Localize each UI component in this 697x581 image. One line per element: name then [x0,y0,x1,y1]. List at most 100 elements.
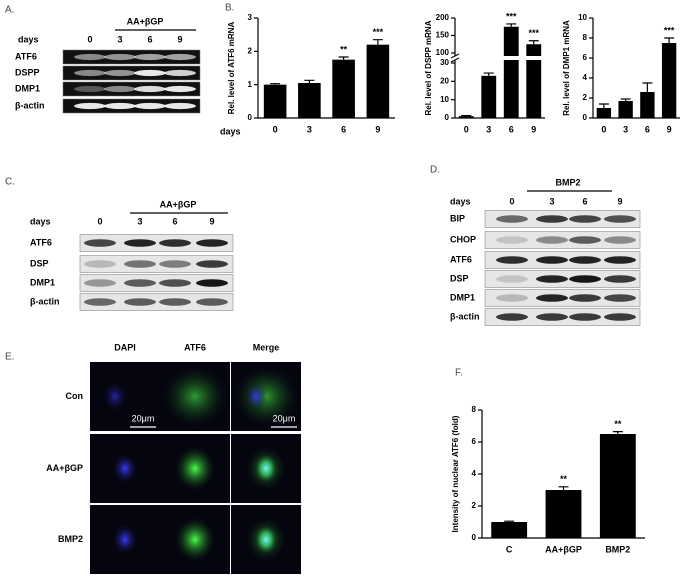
y-axis-label: Rel. level of ATF6 mRNA [227,22,236,115]
day-label: 0 [87,34,92,44]
day-label: 3 [117,34,122,44]
y-tick-label: 0 [248,113,253,122]
significance: *** [528,28,539,38]
band [496,215,528,223]
error-bar [664,37,675,43]
y-tick-label: 0 [445,113,450,122]
day-label: 9 [177,34,182,44]
error-bar [338,56,349,60]
significance: *** [373,27,384,37]
bar [366,44,390,118]
band [196,298,228,306]
row-label: β-actin [30,296,60,306]
y-axis-label: Rel. level of DSPP mRNA [424,20,433,115]
axis-break-mark [450,53,460,63]
band [124,239,156,247]
y-tick-label: 6 [583,53,588,62]
bar [661,43,677,118]
y-tick-label: 8 [472,405,477,414]
merge-nucleus [245,382,267,411]
bar [491,522,528,538]
band [84,239,116,247]
row-label: BIP [450,213,465,223]
bar [298,83,321,118]
band [159,279,191,287]
band [196,239,228,247]
band [536,313,568,321]
significance: ** [340,44,348,54]
band [84,298,116,306]
y-axis-label: Intensity of nuclear ATF6 (fold) [451,415,460,532]
band [536,236,568,244]
band [84,260,116,268]
nucleus [103,381,127,412]
scale-bar-label: 20μm [132,413,155,423]
y-tick-label: 4 [472,469,477,478]
y-tick-label: 8 [583,33,588,42]
y-tick-label: 200 [436,13,450,22]
y-tick-label: 0 [472,533,477,542]
error-bar [461,115,472,117]
day-label: 3 [549,196,554,206]
day-label: 6 [147,34,152,44]
error-bar [372,39,383,45]
band [164,53,196,61]
band [74,85,106,93]
y-tick-label: 2 [583,93,588,102]
band [569,294,601,302]
merge-nucleus [255,454,277,483]
panel-label: E. [5,352,14,363]
atf6-signal [163,366,227,427]
day-label: 6 [172,216,177,226]
x-tick-label: 0 [273,124,278,134]
band [124,279,156,287]
band [164,69,196,77]
band [74,53,106,61]
panel-label: A. [5,5,14,16]
band [134,85,166,93]
band [536,256,568,264]
band [569,275,601,283]
atf6-signal [175,446,215,491]
y-tick-label: 6 [472,437,477,446]
error-bar [612,431,623,434]
panel-label: F. [455,368,463,379]
significance: *** [664,25,675,35]
panel-label: C. [5,177,15,188]
x-tick-label: BMP2 [605,544,630,554]
band [569,236,601,244]
row-label: CHOP [450,234,476,244]
column-label: DAPI [114,342,136,352]
x-tick-label: 3 [623,124,628,134]
significance: ** [560,474,568,484]
day-label: 3 [137,216,142,226]
band [104,85,136,93]
merge-nucleus [255,525,277,554]
band [496,256,528,264]
band [164,102,196,110]
y-tick-label: 10 [440,95,449,104]
bar [596,108,612,118]
blot-strip [484,231,641,249]
day-label: 9 [617,196,622,206]
panel-label: B. [225,3,234,14]
error-bar [558,486,569,490]
band [604,215,636,223]
error-bar [304,79,315,83]
significance: ** [614,419,622,429]
day-label: 0 [97,216,102,226]
scale-bar-label: 20μm [273,413,296,423]
y-tick-label: 1 [248,80,253,89]
x-tick-label: 9 [375,124,380,134]
y-tick-label: 20 [440,76,449,85]
bar [263,84,287,118]
bar [332,59,355,118]
band [134,53,166,61]
error-bar [528,40,539,45]
band [134,69,166,77]
column-label: Merge [253,342,280,352]
error-bar [642,82,653,92]
x-tick-label: 3 [486,124,491,134]
days-label: days [18,34,39,44]
x-tick-label: 0 [601,124,606,134]
